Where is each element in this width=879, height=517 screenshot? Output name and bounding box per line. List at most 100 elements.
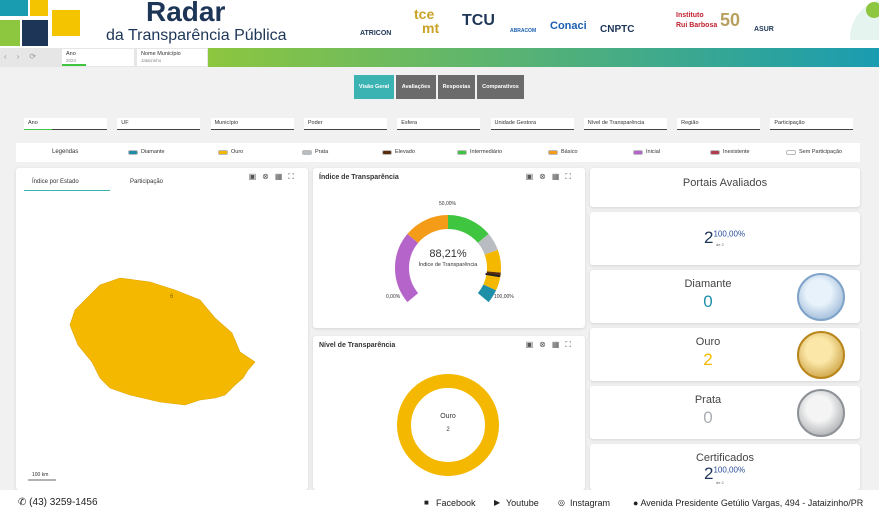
legend-label: Básico: [561, 149, 578, 155]
filter[interactable]: Região: [677, 118, 761, 130]
legend-label: Diamante: [141, 149, 165, 155]
gauge-band[interactable]: [484, 249, 501, 273]
partner-logo: ASUR: [754, 26, 774, 33]
card-value: 2: [704, 228, 714, 247]
filter[interactable]: Nível de Transparência: [583, 118, 667, 130]
legend-swatch: [382, 150, 392, 155]
filter[interactable]: Participação: [770, 118, 854, 130]
legend-swatch: [302, 150, 312, 155]
gauge-value: 88,21%: [429, 248, 467, 260]
donut-value: 2: [446, 427, 450, 433]
filter-indicator: [24, 129, 52, 130]
card-value: 0: [703, 408, 713, 427]
card-title: Prata: [694, 394, 722, 406]
gauge-max-label: 100,00%: [494, 294, 514, 300]
legend-swatch: [786, 150, 796, 155]
certified-value: 2100,00%: [704, 464, 745, 484]
partner-logo: Conaci: [550, 20, 587, 32]
footer: ✆ (43) 3259-1456 ■ Facebook ▶ Youtube ◎ Insta…: [0, 490, 879, 517]
footer-phone[interactable]: ✆ (43) 3259-1456: [18, 497, 98, 508]
legend-swatch: [218, 150, 228, 155]
card-value: 2: [704, 464, 714, 483]
gauge-band[interactable]: [407, 215, 449, 244]
gauge-band[interactable]: [477, 284, 497, 303]
header-decoration: [0, 0, 80, 46]
level-card: Ouro 2: [590, 328, 860, 381]
card-title: Diamante: [684, 278, 732, 290]
panel-icons[interactable]: ▣⊗▦⛶: [525, 172, 577, 181]
partner-logo: Instituto: [676, 12, 704, 19]
level-card: Prata 0: [590, 386, 860, 439]
filter[interactable]: Município: [210, 118, 294, 130]
map-tab[interactable]: Participação: [130, 179, 164, 185]
gauge-caption: Índice de Transparência: [418, 262, 478, 268]
summary-value: 2100,00%: [704, 228, 745, 248]
legend-label: Intermediário: [470, 149, 503, 155]
social-icon[interactable]: ▶: [494, 498, 501, 507]
address: Avenida Presidente Getúlio Vargas, 494 -…: [640, 498, 864, 508]
partner-logo: tce: [414, 6, 435, 22]
certified-card: Certificados 2100,00% de 2: [590, 444, 860, 490]
panel-icons[interactable]: ▣⊗▦⛶: [525, 340, 577, 349]
map-panel: ▣⊗▦⛶ Índice por Estado Participação 6 10…: [16, 168, 308, 490]
panel-icons[interactable]: ▣⊗▦⛶: [248, 172, 300, 181]
gauge-band[interactable]: [447, 215, 489, 244]
gauge-band[interactable]: [395, 233, 419, 303]
app-title: Radar: [146, 0, 226, 27]
filter[interactable]: UF: [117, 118, 201, 130]
donut-ring[interactable]: [397, 374, 499, 476]
legend-label: Prata: [315, 149, 329, 155]
summary-card: 2100,00% de 2: [590, 212, 860, 265]
level-panel: Nível de Transparência ▣⊗▦⛶ Ouro 2: [313, 336, 585, 490]
partner-logo: ABRACOM: [510, 28, 537, 34]
gauge-mid-label: 50,00%: [439, 201, 456, 207]
social-link[interactable]: Youtube: [506, 498, 539, 508]
selector-label: Ano: [66, 51, 76, 57]
legend-swatch: [457, 150, 467, 155]
partner-logo: TCU: [462, 12, 495, 29]
map-tab[interactable]: Índice por Estado: [32, 179, 79, 185]
legend-label: Inexistente: [723, 149, 750, 155]
legend-label: Elevado: [395, 149, 415, 155]
social-icon[interactable]: ◎: [558, 498, 565, 507]
medal: [797, 331, 845, 379]
filter[interactable]: Esfera: [397, 118, 481, 130]
nav-tab[interactable]: Comparativos: [477, 75, 524, 99]
panel-title: Nível de Transparência: [319, 342, 396, 349]
selector-value: Jataizinho: [141, 58, 162, 63]
selector[interactable]: Nome Município Jataizinho: [137, 49, 207, 66]
nav-tab[interactable]: Visão Geral: [354, 75, 394, 99]
gauge-min-label: 0,00%: [386, 294, 401, 300]
gauge-pointer: [485, 272, 500, 278]
state-shape[interactable]: [69, 277, 256, 406]
medal: [797, 273, 845, 321]
card-of: de 2: [716, 480, 724, 485]
partner-logo: CNPTC: [600, 24, 635, 35]
nav-tab[interactable]: Avaliações: [396, 75, 436, 99]
social-link[interactable]: Facebook: [436, 498, 476, 508]
scale-label: 100 km: [32, 472, 49, 478]
gauge-band[interactable]: [483, 274, 501, 291]
social-link[interactable]: Instagram: [570, 498, 611, 508]
gauge: [395, 215, 501, 303]
header: Radar da Transparência Pública ATRICON tc…: [0, 0, 879, 48]
legend-label: Sem Participação: [799, 149, 843, 155]
selector-bar: ‹›⟳ Ano 2024 Nome Município Jataizinho: [0, 48, 879, 67]
selector[interactable]: Ano 2024: [62, 49, 134, 66]
card-percent: 100,00%: [713, 465, 746, 475]
filter[interactable]: Ano: [24, 118, 107, 130]
filter[interactable]: Poder: [303, 118, 387, 130]
nav-icons[interactable]: ‹›⟳: [4, 52, 47, 61]
panel-title: Índice de Transparência: [319, 174, 399, 181]
filter[interactable]: Unidade Gestora: [490, 118, 574, 130]
phone: (43) 3259-1456: [29, 497, 98, 508]
app-subtitle: da Transparência Pública: [106, 27, 287, 44]
medal: [797, 389, 845, 437]
nav-tab[interactable]: Respostas: [438, 75, 475, 99]
social-icon[interactable]: ■: [424, 498, 429, 507]
gauge-band[interactable]: [477, 233, 498, 255]
summary-title-card: Portais Avaliados: [590, 168, 860, 207]
legend-swatch: [710, 150, 720, 155]
selector-indicator: [62, 64, 86, 66]
